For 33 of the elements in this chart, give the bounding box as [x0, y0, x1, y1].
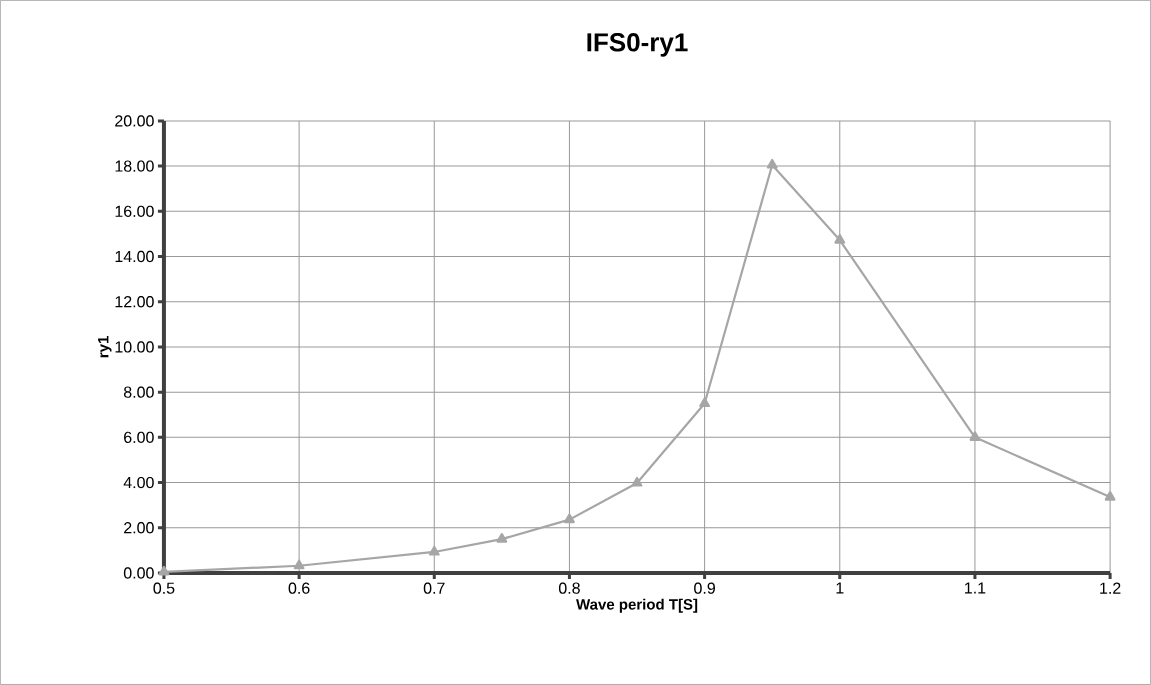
- point: [428, 545, 440, 556]
- point: [699, 397, 711, 408]
- chart-title: IFS0-ry1: [587, 33, 688, 57]
- point: [564, 513, 575, 524]
- x-tick-label: 1.2: [1100, 582, 1121, 594]
- y-tick-label: 16.00: [115, 205, 154, 218]
- y-tick-label: 4.00: [123, 476, 154, 489]
- y-tick-label: 8.00: [123, 386, 154, 398]
- point: [1104, 490, 1116, 501]
- point: [969, 431, 981, 442]
- y-tick-label: 6.00: [124, 431, 154, 444]
- y-axis-title: ry1: [98, 336, 112, 358]
- y-tick-label: 14.00: [115, 250, 154, 263]
- y-tick-label: 2.00: [124, 522, 154, 534]
- point: [834, 233, 846, 244]
- x-tick-label: 0.6: [288, 582, 310, 594]
- point: [496, 533, 508, 543]
- x-tick-label: 0.7: [423, 582, 445, 594]
- x-axis-title: Wave period T[S]: [576, 598, 698, 613]
- point: [766, 158, 778, 169]
- point: [158, 565, 170, 576]
- point: [293, 559, 305, 570]
- y-tick-label: 0.00: [123, 567, 154, 579]
- x-tick-label: 1: [836, 582, 844, 594]
- x-tick-label: 0.8: [558, 582, 580, 594]
- x-tick-label: 0.5: [153, 582, 175, 594]
- y-tick-label: 10.00: [115, 341, 154, 353]
- y-tick-label: 12.00: [115, 296, 154, 308]
- y-tick-label: 20.00: [115, 115, 154, 127]
- x-tick-label: 1.1: [965, 582, 986, 594]
- x-tick-label: 0.9: [694, 582, 715, 594]
- point: [631, 476, 643, 487]
- y-tick-label: 18.00: [115, 160, 154, 172]
